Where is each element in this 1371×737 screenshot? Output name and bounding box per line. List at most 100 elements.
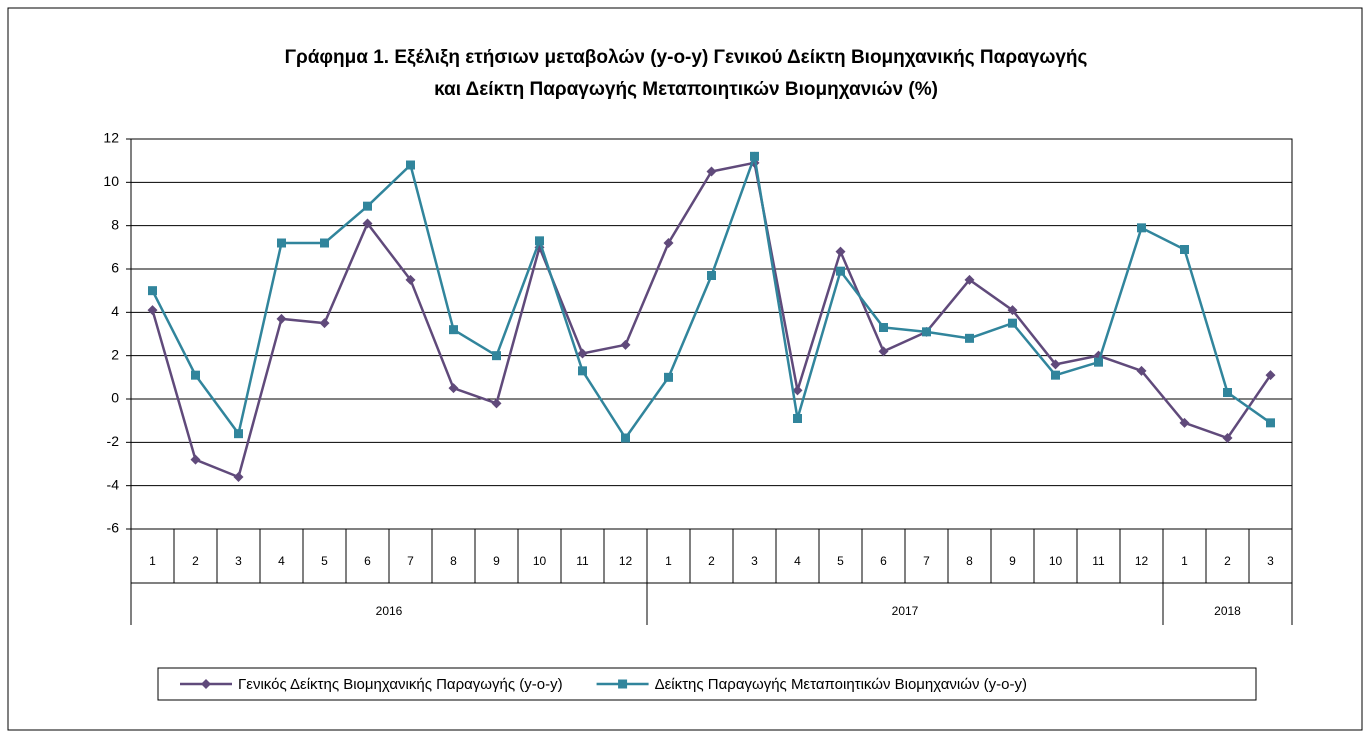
point-marker — [793, 414, 802, 423]
point-marker — [1180, 245, 1189, 254]
point-marker — [878, 346, 889, 357]
x-tick-label: 1 — [1181, 554, 1188, 568]
point-marker — [448, 383, 459, 394]
chart-title: Γράφημα 1. Εξέλιξη ετήσιων μεταβολών (y-… — [285, 47, 1088, 68]
x-tick-label: 5 — [837, 554, 844, 568]
y-tick-label: 8 — [111, 216, 119, 232]
x-tick-label: 2 — [708, 554, 715, 568]
y-tick-label: 6 — [111, 260, 119, 276]
point-marker — [965, 333, 974, 343]
point-marker — [621, 433, 630, 443]
point-marker — [1094, 357, 1103, 367]
x-tick-label: 11 — [1092, 554, 1105, 568]
point-marker — [835, 246, 846, 257]
point-marker — [363, 201, 372, 211]
point-marker — [277, 238, 286, 248]
y-tick-label: 0 — [111, 390, 119, 406]
x-tick-label: 6 — [364, 554, 371, 568]
point-marker — [362, 218, 373, 229]
point-marker — [148, 286, 157, 296]
x-tick-label: 7 — [407, 554, 414, 568]
point-marker — [664, 372, 673, 382]
point-marker — [201, 679, 211, 689]
x-tick-label: 5 — [321, 554, 328, 568]
point-marker — [618, 679, 628, 689]
point-marker — [449, 325, 458, 335]
point-marker — [964, 274, 975, 285]
point-marker — [620, 339, 631, 350]
point-marker — [492, 351, 501, 361]
x-tick-label: 12 — [619, 554, 633, 568]
point-marker — [922, 327, 931, 337]
x-tick-label: 8 — [966, 554, 973, 568]
point-marker — [1266, 418, 1275, 428]
point-marker — [577, 348, 588, 359]
x-tick-label: 2 — [192, 554, 199, 568]
point-marker — [491, 398, 502, 409]
point-marker — [1051, 370, 1060, 380]
x-tick-label: 9 — [493, 554, 500, 568]
x-tick-label: 11 — [576, 554, 589, 568]
x-tick-label: 2 — [1224, 554, 1231, 568]
point-marker — [406, 160, 415, 170]
x-tick-label: 1 — [665, 554, 672, 568]
legend-box — [157, 667, 1257, 701]
x-tick-label: 8 — [450, 554, 457, 568]
x-tick-label: 4 — [278, 554, 285, 568]
year-label: 2016 — [376, 604, 403, 618]
point-marker — [319, 318, 330, 329]
x-tick-label: 1 — [149, 554, 156, 568]
point-marker — [792, 385, 803, 396]
x-tick-label: 3 — [235, 554, 242, 568]
year-label: 2018 — [1214, 604, 1241, 618]
x-tick-label: 10 — [1049, 554, 1063, 568]
legend-label: Δείκτης Παραγωγής Μεταποιητικών Βιομηχαν… — [655, 676, 1027, 693]
point-marker — [1007, 305, 1018, 316]
x-tick-label: 12 — [1135, 554, 1149, 568]
chart-title: και Δείκτη Παραγωγής Μεταποιητικών Βιομη… — [434, 79, 938, 100]
point-marker — [750, 151, 759, 161]
point-marker — [578, 366, 587, 376]
point-marker — [1137, 223, 1146, 233]
point-marker — [663, 238, 674, 248]
point-marker — [1136, 365, 1147, 376]
point-marker — [706, 166, 717, 177]
y-tick-label: -2 — [107, 433, 120, 449]
point-marker — [405, 274, 416, 285]
point-marker — [707, 271, 716, 280]
point-marker — [276, 313, 287, 324]
point-marker — [233, 472, 244, 482]
x-tick-label: 6 — [880, 554, 887, 568]
point-marker — [1223, 388, 1232, 397]
y-tick-label: 2 — [111, 346, 119, 362]
point-marker — [1222, 433, 1233, 443]
x-tick-label: 4 — [794, 554, 801, 568]
plot-area — [130, 138, 1293, 530]
legend-label: Γενικός Δείκτης Βιομηχανικής Παραγωγής (… — [238, 676, 563, 693]
y-tick-label: -4 — [107, 476, 120, 492]
point-marker — [1008, 318, 1017, 328]
point-marker — [320, 238, 329, 248]
x-tick-label: 9 — [1009, 554, 1016, 568]
x-tick-label: 7 — [923, 554, 930, 568]
y-tick-label: -6 — [107, 520, 120, 536]
y-tick-label: 10 — [103, 173, 119, 189]
point-marker — [879, 323, 888, 332]
point-marker — [836, 266, 845, 276]
point-marker — [1050, 359, 1061, 370]
point-marker — [535, 236, 544, 246]
point-marker — [234, 429, 243, 439]
y-tick-label: 12 — [103, 130, 119, 146]
point-marker — [1179, 417, 1190, 428]
x-tick-label: 3 — [1267, 554, 1274, 568]
point-marker — [190, 454, 201, 465]
point-marker — [1265, 370, 1276, 381]
year-label: 2017 — [892, 604, 919, 618]
point-marker — [191, 370, 200, 380]
point-marker — [147, 305, 158, 316]
y-tick-label: 4 — [111, 303, 119, 319]
x-tick-label: 3 — [751, 554, 758, 568]
x-tick-label: 10 — [533, 554, 547, 568]
